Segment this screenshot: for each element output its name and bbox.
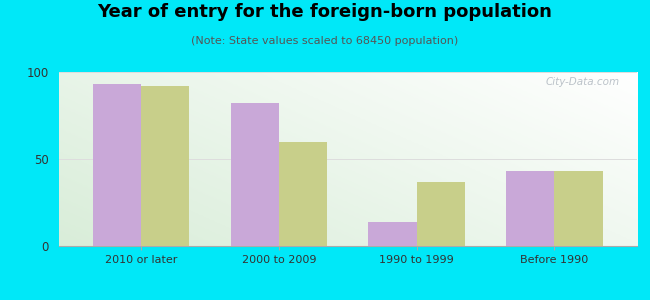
Bar [554,171,603,246]
Bar [417,182,465,246]
Bar [141,86,189,246]
Text: Year of entry for the foreign-born population: Year of entry for the foreign-born popul… [98,3,552,21]
Bar [369,222,417,246]
Text: (Note: State values scaled to 68450 population): (Note: State values scaled to 68450 popu… [191,36,459,46]
Bar [506,171,554,246]
Bar [231,103,279,246]
Text: City-Data.com: City-Data.com [545,77,619,87]
Bar [279,142,327,246]
Bar [93,84,141,246]
